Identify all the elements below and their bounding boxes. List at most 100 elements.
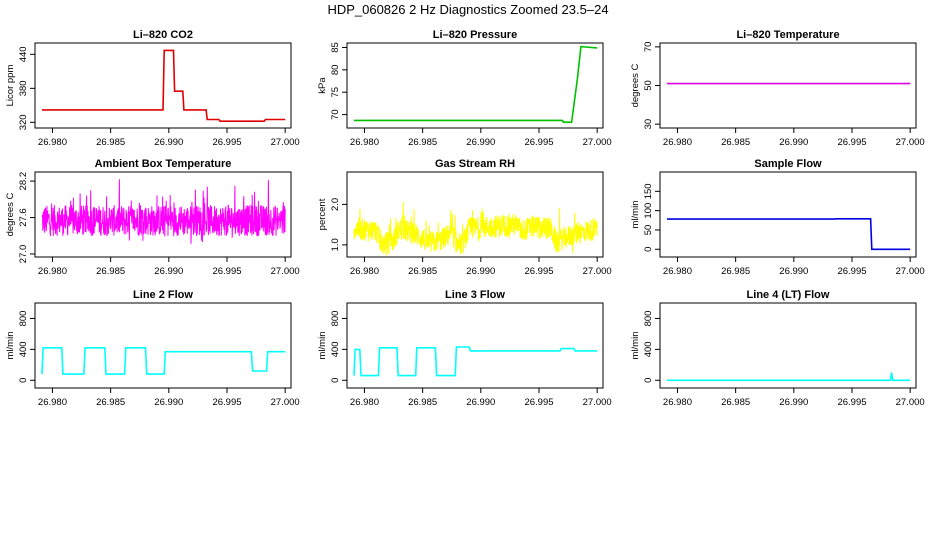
x-tick-label: 26.990: [154, 397, 183, 408]
y-tick-label: 400: [18, 341, 29, 357]
x-tick-label: 26.995: [212, 266, 241, 277]
x-tick-label: 26.980: [350, 266, 379, 277]
y-tick-label: 85: [330, 42, 341, 53]
y-tick-label: 320: [18, 114, 29, 130]
x-tick-label: 27.000: [271, 397, 300, 408]
plot-data: [667, 218, 911, 251]
y-tick-label: 27.6: [18, 208, 29, 227]
y-tick-label: 80: [330, 65, 341, 76]
x-tick-label: 27.000: [896, 266, 925, 277]
y-tick-label: 27.0: [18, 245, 29, 264]
x-tick-label: 26.990: [466, 397, 495, 408]
y-tick-label: 75: [330, 87, 341, 98]
x-tick-label: 26.980: [38, 397, 67, 408]
y-axis-label: kPa: [317, 77, 328, 94]
y-tick-label: 70: [643, 42, 654, 53]
y-tick-label: 800: [643, 311, 654, 327]
series-line: [41, 179, 286, 244]
x-tick-label: 26.980: [350, 397, 379, 408]
chart-panel: Li–820 Temperature 26.980 26.985 26.990 26.9…: [630, 29, 925, 148]
plot-frame: [659, 302, 917, 389]
x-tick-label: 26.985: [408, 266, 437, 277]
x-tick-label: 27.000: [271, 137, 300, 148]
y-axis-label: ml/min: [630, 332, 641, 360]
chart-title: Line 4 (LT) Flow: [747, 289, 830, 301]
y-tick-label: 380: [18, 80, 29, 96]
y-tick-label: 70: [330, 109, 341, 120]
x-tick-label: 26.985: [721, 397, 750, 408]
y-tick-label: 0: [18, 378, 29, 383]
chart-title: Sample Flow: [754, 158, 822, 170]
plot-data: [353, 346, 598, 377]
x-tick-label: 26.995: [837, 137, 866, 148]
chart-title: Li–820 Pressure: [433, 29, 517, 41]
x-tick-label: 26.985: [408, 137, 437, 148]
y-axis-label: Licor ppm: [5, 65, 16, 107]
chart-title: Ambient Box Temperature: [95, 158, 232, 170]
y-tick-label: 440: [18, 46, 29, 62]
x-tick-label: 26.995: [212, 137, 241, 148]
x-tick-label: 26.985: [96, 266, 125, 277]
x-tick-label: 26.980: [663, 397, 692, 408]
x-tick-label: 26.985: [721, 137, 750, 148]
y-tick-label: 2.0: [330, 198, 341, 211]
plot-frame: [346, 171, 604, 258]
x-tick-label: 26.990: [779, 137, 808, 148]
series-line: [41, 346, 286, 375]
chart-panel: Line 4 (LT) Flow 26.980 26.985 26.990 26.995…: [630, 289, 925, 408]
series-line: [667, 372, 911, 382]
y-tick-label: 400: [330, 341, 341, 357]
plot-frame: [346, 42, 604, 129]
y-tick-label: 28.2: [18, 172, 29, 191]
series-line: [354, 45, 598, 123]
series-line: [42, 49, 286, 122]
y-axis-label: percent: [317, 198, 328, 230]
figure-title: HDP_060826 2 Hz Diagnostics Zoomed 23.5–…: [327, 2, 608, 17]
y-tick-label: 30: [643, 119, 654, 130]
x-tick-label: 27.000: [271, 266, 300, 277]
chart-title: Gas Stream RH: [435, 158, 515, 170]
plot-data: [42, 49, 286, 122]
y-axis-label: ml/min: [630, 201, 641, 229]
chart-panel: Sample Flow 26.980 26.985 26.990 26.995 27.00…: [630, 158, 925, 277]
y-tick-label: 0: [643, 378, 654, 383]
x-tick-label: 26.995: [524, 397, 553, 408]
x-tick-label: 26.985: [721, 266, 750, 277]
chart-panel: Ambient Box Temperature 26.980 26.985 26.99…: [5, 158, 300, 277]
x-tick-label: 26.995: [212, 397, 241, 408]
plot-frame: [34, 302, 292, 389]
x-tick-label: 26.985: [408, 397, 437, 408]
x-tick-label: 27.000: [583, 397, 612, 408]
plot-frame: [34, 42, 292, 129]
x-tick-label: 26.985: [96, 397, 125, 408]
plot-data: [41, 179, 286, 244]
x-tick-label: 26.980: [38, 137, 67, 148]
chart-panel: Li–820 CO2 26.980 26.985 26.990 26.995 27.000…: [5, 29, 300, 148]
x-tick-label: 26.995: [524, 266, 553, 277]
x-tick-label: 26.995: [837, 397, 866, 408]
x-tick-label: 26.990: [779, 266, 808, 277]
plot-data: [354, 45, 598, 123]
y-tick-label: 400: [643, 341, 654, 357]
chart-title: Line 3 Flow: [445, 289, 505, 301]
x-tick-label: 26.980: [663, 266, 692, 277]
y-tick-label: 800: [18, 311, 29, 327]
chart-title: Li–820 CO2: [133, 29, 193, 41]
y-tick-label: 50: [643, 225, 654, 236]
y-tick-label: 100: [643, 203, 654, 219]
y-tick-label: 50: [643, 80, 654, 91]
series-line: [667, 218, 911, 251]
y-tick-label: 800: [330, 311, 341, 327]
chart-panel: Line 3 Flow 26.980 26.985 26.990 26.995 27.00…: [317, 289, 612, 408]
plot-frame: [34, 171, 292, 258]
x-tick-label: 27.000: [583, 137, 612, 148]
y-axis-label: degrees C: [630, 63, 641, 107]
x-tick-label: 26.990: [154, 266, 183, 277]
x-tick-label: 26.995: [524, 137, 553, 148]
x-tick-label: 26.980: [663, 137, 692, 148]
x-tick-label: 26.990: [779, 397, 808, 408]
x-tick-label: 26.990: [466, 266, 495, 277]
chart-title: Line 2 Flow: [133, 289, 193, 301]
